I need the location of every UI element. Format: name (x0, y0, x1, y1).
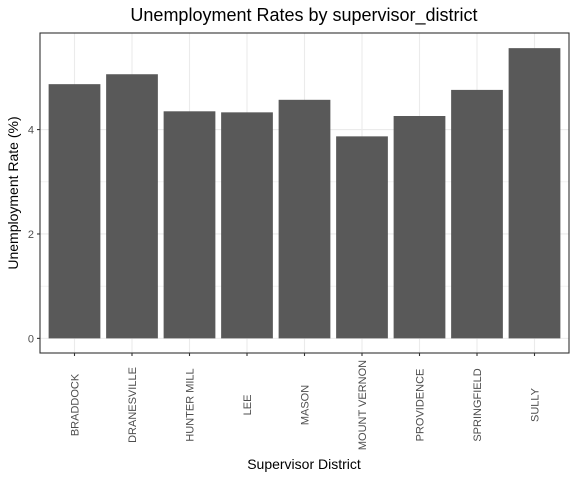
x-tick-label: HUNTER MILL (185, 368, 197, 441)
y-tick-label: 4 (28, 125, 34, 137)
x-tick-label: BRADDOCK (70, 373, 82, 436)
bar-providence (394, 116, 446, 338)
bar-mount-vernon (336, 136, 388, 338)
bar-springfield (451, 90, 503, 338)
y-tick-label: 0 (28, 333, 34, 345)
bar-sully (509, 48, 561, 338)
bar-lee (221, 112, 273, 338)
y-tick-label: 2 (28, 229, 34, 241)
x-tick-label: SULLY (530, 387, 542, 422)
x-tick-label: MOUNT VERNON (357, 360, 369, 450)
x-tick-label: DRANESVILLE (127, 367, 139, 443)
y-axis-title: Unemployment Rate (%) (5, 116, 21, 269)
x-axis-title: Supervisor District (247, 456, 361, 472)
x-tick-label: MASON (300, 385, 312, 425)
bar-braddock (49, 84, 101, 338)
x-tick-label: SPRINGFIELD (472, 368, 484, 441)
chart-title: Unemployment Rates by supervisor_distric… (130, 5, 477, 26)
bar-dranesville (106, 74, 158, 338)
bar-mason (279, 100, 331, 339)
x-tick-label: LEE (242, 395, 254, 416)
x-tick-label: PROVIDENCE (415, 369, 427, 442)
bar-hunter-mill (164, 111, 216, 338)
